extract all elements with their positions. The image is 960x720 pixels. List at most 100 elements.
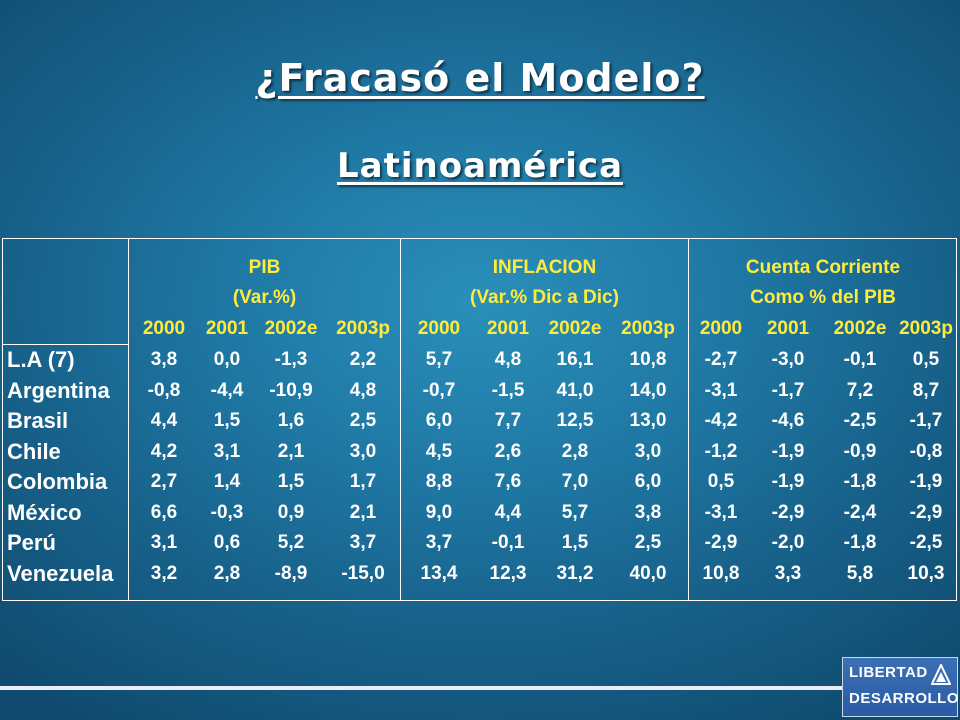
table-cell: -2,9 [771, 501, 805, 523]
table-cell: 12,3 [489, 562, 527, 584]
logo-line-2: DESARROLLO [849, 690, 959, 707]
year-header: 2001 [766, 318, 810, 339]
slide-subtitle: Latinoamérica [336, 146, 624, 186]
table-cell: -1,2 [704, 440, 738, 462]
logo-line-1: LIBERTAD [849, 664, 928, 681]
table-cell: 3,2 [150, 562, 178, 584]
table-cell: 1,4 [213, 471, 241, 492]
table-cell: 0,5 [707, 471, 735, 492]
group-header-pib: PIB [248, 257, 281, 278]
slide-title: ¿Fracasó el Modelo? [255, 56, 705, 100]
table-cell: 0,0 [213, 349, 241, 370]
table-cell: -3,0 [771, 349, 805, 370]
table-cell: 31,2 [556, 562, 594, 584]
table-cell: -4,2 [704, 410, 738, 431]
country-label: Perú [7, 530, 56, 555]
group-subheader-pib: (Var.%) [232, 287, 297, 308]
table-cell: 12,5 [556, 410, 594, 431]
logo-triangle-icon [931, 664, 951, 685]
year-header: 2003p [899, 318, 953, 339]
table-cell: 0,9 [277, 501, 305, 523]
country-label: Venezuela [7, 560, 114, 586]
table-cell: -1,7 [771, 379, 805, 401]
table-cell: -2,7 [704, 349, 738, 370]
table-cell: -0,8 [909, 440, 943, 462]
country-label: Brasil [7, 408, 69, 433]
table-cell: 3,3 [774, 562, 802, 584]
table-cell: 1,5 [561, 532, 589, 553]
group-header-cuenta-corriente: Cuenta Corriente [745, 257, 901, 278]
table-cell: -2,0 [771, 532, 805, 553]
table-cell: 2,8 [213, 562, 241, 584]
table-cell: 7,6 [494, 471, 522, 492]
table-cell: 4,4 [150, 410, 178, 431]
table-cell: 3,0 [349, 440, 377, 462]
table-cell: -1,3 [274, 349, 308, 370]
table-cell: 7,0 [561, 471, 589, 492]
table-cell: 0,6 [213, 532, 241, 553]
table-cell: -4,6 [771, 410, 805, 431]
table-cell: -1,9 [771, 440, 805, 462]
year-header: 2000 [142, 318, 186, 339]
footer-rule [0, 686, 842, 690]
table-cell: 7,2 [846, 379, 874, 401]
group-subheader-cuenta-corriente: Como % del PIB [750, 287, 896, 308]
table-cell: 13,4 [420, 562, 458, 584]
table-header-rule [3, 344, 129, 345]
table-cell: -15,0 [341, 562, 385, 584]
table-cell: 2,1 [349, 501, 377, 523]
table-cell: -0,7 [422, 379, 456, 401]
table-cell: -0,9 [843, 440, 877, 462]
year-header: 2001 [205, 318, 249, 339]
table-cell: 4,2 [150, 440, 178, 462]
table-cell: -1,9 [771, 471, 805, 492]
country-label: Argentina [7, 377, 110, 403]
table-cell: -1,8 [843, 532, 877, 553]
year-header: 2002e [264, 318, 318, 339]
table-cell: 8,8 [425, 471, 453, 492]
group-header-inflacion: INFLACION [492, 257, 597, 278]
table-cell: -2,4 [843, 501, 877, 523]
table-cell: -1,9 [909, 471, 943, 492]
table-cell: 5,7 [425, 349, 453, 370]
table-cell: 2,2 [349, 349, 377, 370]
table-divider-pib [400, 239, 401, 600]
country-label: Chile [7, 438, 61, 464]
table-cell: -4,4 [210, 379, 244, 401]
table-cell: 9,0 [425, 501, 453, 523]
table-cell: 6,0 [425, 410, 453, 431]
table-cell: 41,0 [556, 379, 594, 401]
table-cell: -1,8 [843, 471, 877, 492]
table-cell: -2,5 [843, 410, 877, 431]
table-cell: -8,9 [274, 562, 308, 584]
table-cell: -0,1 [491, 532, 525, 553]
year-header: 2001 [486, 318, 530, 339]
table-cell: 2,7 [150, 471, 178, 492]
year-header: 2003p [336, 318, 390, 339]
table-cell: 5,7 [561, 501, 589, 523]
table-cell: -3,1 [704, 501, 738, 523]
table-cell: -10,9 [269, 379, 313, 401]
table-cell: -1,7 [909, 410, 943, 431]
table-cell: 3,1 [150, 532, 178, 553]
table-cell: 3,0 [634, 440, 662, 462]
table-cell: -2,9 [909, 501, 943, 523]
table-cell: 1,5 [277, 471, 305, 492]
table-cell: 6,0 [634, 471, 662, 492]
country-label: Colombia [7, 469, 108, 494]
table-cell: 4,8 [494, 349, 522, 370]
table-cell: 16,1 [556, 349, 594, 370]
table-cell: 8,7 [912, 379, 940, 401]
table-cell: -0,1 [843, 349, 877, 370]
country-label: México [7, 499, 82, 525]
table-cell: 1,5 [213, 410, 241, 431]
table-cell: -3,1 [704, 379, 738, 401]
table-cell: 40,0 [629, 562, 667, 584]
table-cell: 0,5 [912, 349, 940, 370]
table-cell: 2,5 [634, 532, 662, 553]
table-cell: -2,5 [909, 532, 943, 553]
table-cell: 5,2 [277, 532, 305, 553]
table-cell: -0,8 [147, 379, 181, 401]
table-divider-inflacion [688, 239, 689, 600]
table-cell: 10,3 [907, 562, 945, 584]
